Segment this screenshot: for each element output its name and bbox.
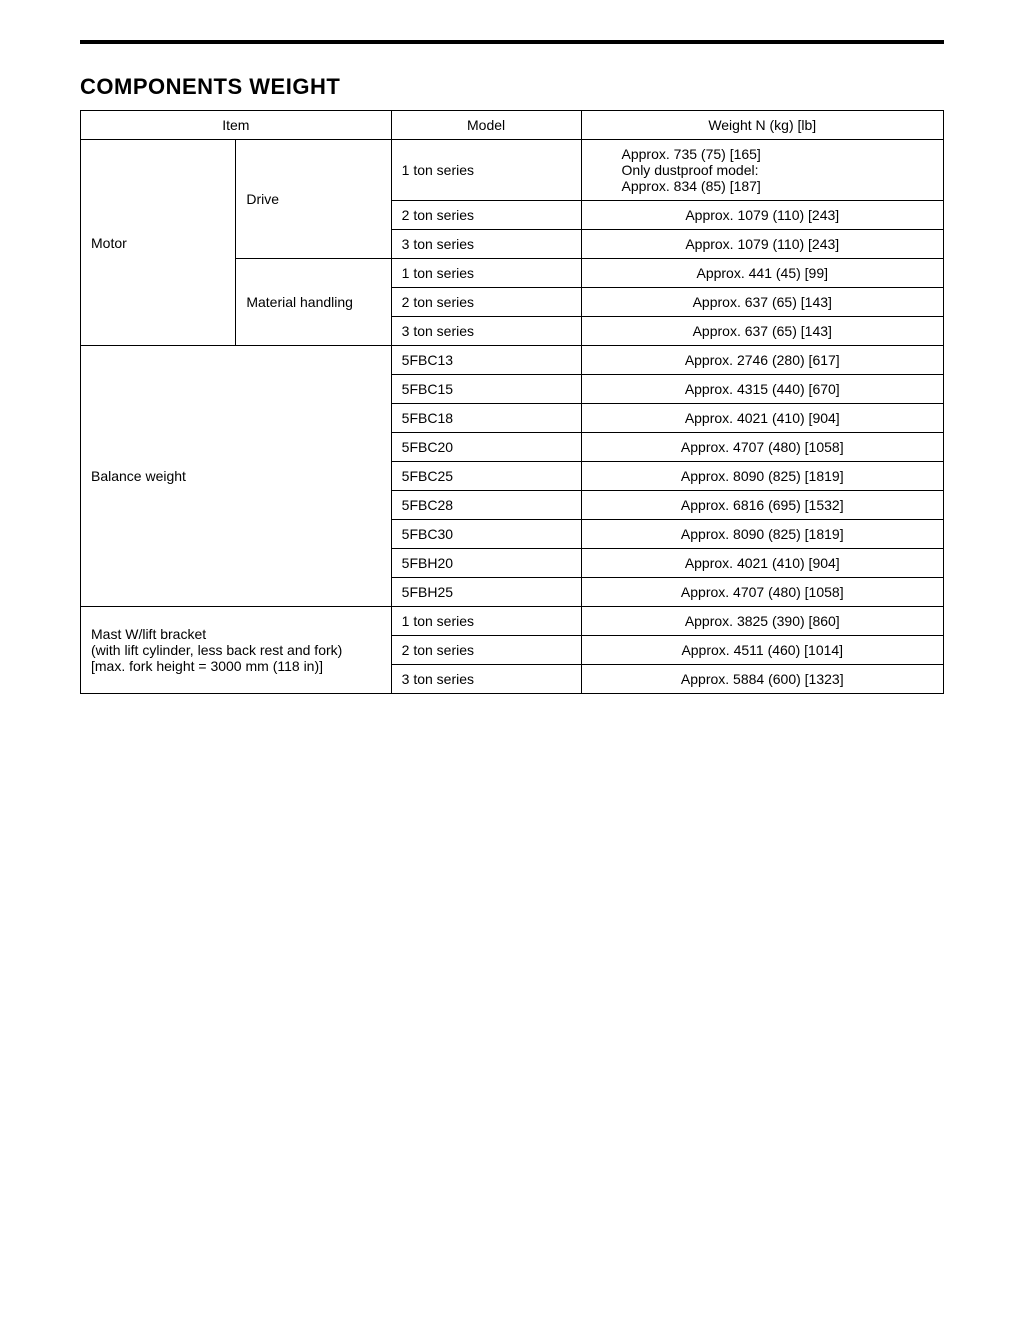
- page-title: COMPONENTS WEIGHT: [80, 74, 944, 100]
- weight-cell: Approx. 735 (75) [165] Only dustproof mo…: [581, 140, 943, 201]
- model-cell: 5FBC15: [391, 375, 581, 404]
- model-cell: 5FBH20: [391, 549, 581, 578]
- motor-label: Motor: [81, 140, 236, 346]
- balance-label: Balance weight: [81, 346, 392, 607]
- model-cell: 3 ton series: [391, 230, 581, 259]
- weight-cell: Approx. 1079 (110) [243]: [581, 201, 943, 230]
- model-cell: 5FBC25: [391, 462, 581, 491]
- model-cell: 5FBC30: [391, 520, 581, 549]
- weight-cell: Approx. 8090 (825) [1819]: [581, 462, 943, 491]
- weight-cell: Approx. 4707 (480) [1058]: [581, 433, 943, 462]
- model-cell: 5FBH25: [391, 578, 581, 607]
- weight-cell: Approx. 5884 (600) [1323]: [581, 665, 943, 694]
- weight-cell: Approx. 2746 (280) [617]: [581, 346, 943, 375]
- weight-cell: Approx. 1079 (110) [243]: [581, 230, 943, 259]
- weight-cell: Approx. 8090 (825) [1819]: [581, 520, 943, 549]
- weight-cell: Approx. 4021 (410) [904]: [581, 404, 943, 433]
- model-cell: 1 ton series: [391, 140, 581, 201]
- weight-cell: Approx. 3825 (390) [860]: [581, 607, 943, 636]
- header-model: Model: [391, 111, 581, 140]
- model-cell: 5FBC13: [391, 346, 581, 375]
- drive-label: Drive: [236, 140, 391, 259]
- model-cell: 2 ton series: [391, 201, 581, 230]
- weight-cell: Approx. 4707 (480) [1058]: [581, 578, 943, 607]
- weight-cell: Approx. 4021 (410) [904]: [581, 549, 943, 578]
- model-cell: 1 ton series: [391, 259, 581, 288]
- components-weight-table: Item Model Weight N (kg) [lb] Motor Driv…: [80, 110, 944, 694]
- model-cell: 5FBC18: [391, 404, 581, 433]
- model-cell: 2 ton series: [391, 288, 581, 317]
- weight-cell: Approx. 637 (65) [143]: [581, 288, 943, 317]
- model-cell: 5FBC28: [391, 491, 581, 520]
- model-cell: 2 ton series: [391, 636, 581, 665]
- weight-cell: Approx. 6816 (695) [1532]: [581, 491, 943, 520]
- model-cell: 5FBC20: [391, 433, 581, 462]
- model-cell: 3 ton series: [391, 665, 581, 694]
- weight-cell: Approx. 637 (65) [143]: [581, 317, 943, 346]
- weight-cell: Approx. 4511 (460) [1014]: [581, 636, 943, 665]
- header-item: Item: [81, 111, 392, 140]
- material-label: Material handling: [236, 259, 391, 346]
- top-divider: [80, 40, 944, 44]
- weight-cell: Approx. 441 (45) [99]: [581, 259, 943, 288]
- mast-label: Mast W/lift bracket (with lift cylinder,…: [81, 607, 392, 694]
- weight-cell: Approx. 4315 (440) [670]: [581, 375, 943, 404]
- model-cell: 1 ton series: [391, 607, 581, 636]
- header-weight: Weight N (kg) [lb]: [581, 111, 943, 140]
- model-cell: 3 ton series: [391, 317, 581, 346]
